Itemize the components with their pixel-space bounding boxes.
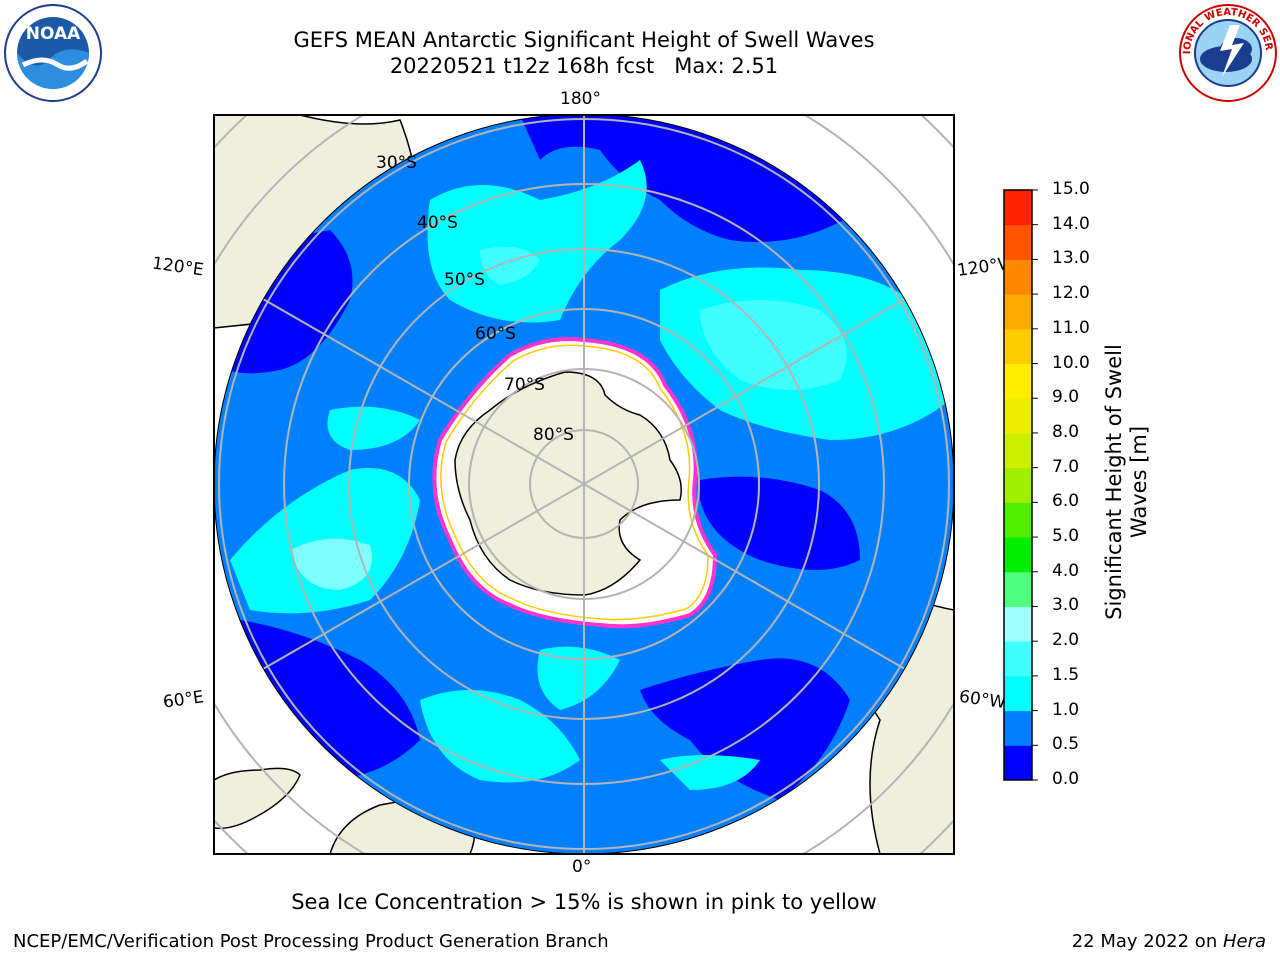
noaa-logo-text: NOAA xyxy=(26,24,81,44)
map-frame xyxy=(213,114,955,855)
colorbar-swatch xyxy=(1004,328,1032,365)
colorbar-swatch xyxy=(1004,675,1032,712)
lat-label-30s: 30°S xyxy=(376,153,417,173)
colorbar-swatch xyxy=(1004,294,1032,330)
colorbar xyxy=(1003,189,1038,781)
footer-host: Hera xyxy=(1222,931,1266,952)
lat-label-80s: 80°S xyxy=(533,425,574,445)
lat-label-60s: 60°S xyxy=(475,324,516,344)
noaa-logo-icon: NOAA xyxy=(4,4,102,102)
colorbar-title-line2: Waves [m] xyxy=(1127,425,1151,539)
colorbar-tick-label: 14.0 xyxy=(1052,213,1090,234)
colorbar-tick-label: 10.0 xyxy=(1052,352,1090,373)
colorbar-swatch xyxy=(1004,606,1032,642)
lat-label-40s: 40°S xyxy=(417,213,458,233)
colorbar-tick-label: 13.0 xyxy=(1052,248,1090,269)
footer-right: 22 May 2022 on Hera xyxy=(1072,931,1266,952)
colorbar-tick-label: 3.0 xyxy=(1052,595,1080,616)
colorbar-swatch xyxy=(1004,502,1032,538)
colorbar-tick-label: 12.0 xyxy=(1052,283,1090,304)
colorbar-tick-label: 9.0 xyxy=(1052,387,1080,408)
colorbar-border xyxy=(1003,189,1033,781)
colorbar-title-line1: Significant Height of Swell xyxy=(1102,344,1126,620)
colorbar-tick-label: 8.0 xyxy=(1052,421,1080,442)
colorbar-tick-label: 11.0 xyxy=(1052,317,1090,338)
colorbar-swatch xyxy=(1004,259,1032,295)
caption: Sea Ice Concentration > 15% is shown in … xyxy=(291,890,877,914)
colorbar-swatch xyxy=(1004,363,1032,399)
colorbar-swatch xyxy=(1004,641,1032,677)
colorbar-swatch xyxy=(1004,467,1032,503)
footer-left: NCEP/EMC/Verification Post Processing Pr… xyxy=(13,931,609,952)
colorbar-swatch xyxy=(1004,537,1032,573)
lon-label-0: 0° xyxy=(572,857,592,877)
colorbar-tick-label: 4.0 xyxy=(1052,560,1080,581)
chart-subtitle: 20220521 t12z 168h fcst Max: 2.51 xyxy=(389,54,779,78)
chart-title: GEFS MEAN Antarctic Significant Height o… xyxy=(293,28,875,52)
colorbar-tick-label: 7.0 xyxy=(1052,456,1080,477)
colorbar-tick-label: 15.0 xyxy=(1052,179,1090,199)
colorbar-swatch xyxy=(1004,745,1032,781)
colorbar-tick-label: 2.0 xyxy=(1052,630,1080,651)
lat-label-50s: 50°S xyxy=(444,270,485,290)
colorbar-tick-label: 5.0 xyxy=(1052,526,1080,547)
colorbar-tick-label: 0.0 xyxy=(1052,769,1080,789)
footer-date: 22 May 2022 on xyxy=(1071,931,1223,952)
colorbar-title: Significant Height of Swell Waves [m] xyxy=(1098,232,1156,732)
colorbar-swatch xyxy=(1004,224,1032,260)
colorbar-swatch xyxy=(1004,710,1032,746)
ocean-swell-field xyxy=(214,115,954,854)
colorbar-swatch xyxy=(1004,190,1032,226)
colorbar-swatch xyxy=(1004,571,1032,607)
colorbar-swatch xyxy=(1004,432,1032,469)
colorbar-tick-label: 6.0 xyxy=(1052,491,1080,512)
lat-label-70s: 70°S xyxy=(504,375,545,395)
colorbar-tick-label: 1.5 xyxy=(1052,664,1080,685)
colorbar-tick-label: 1.0 xyxy=(1052,699,1080,720)
nws-logo-icon: NATIONAL WEATHER SERVICE xyxy=(1178,3,1277,102)
colorbar-tick-label: 0.5 xyxy=(1052,734,1080,755)
lon-label-180: 180° xyxy=(560,89,601,109)
colorbar-swatch xyxy=(1004,398,1032,434)
